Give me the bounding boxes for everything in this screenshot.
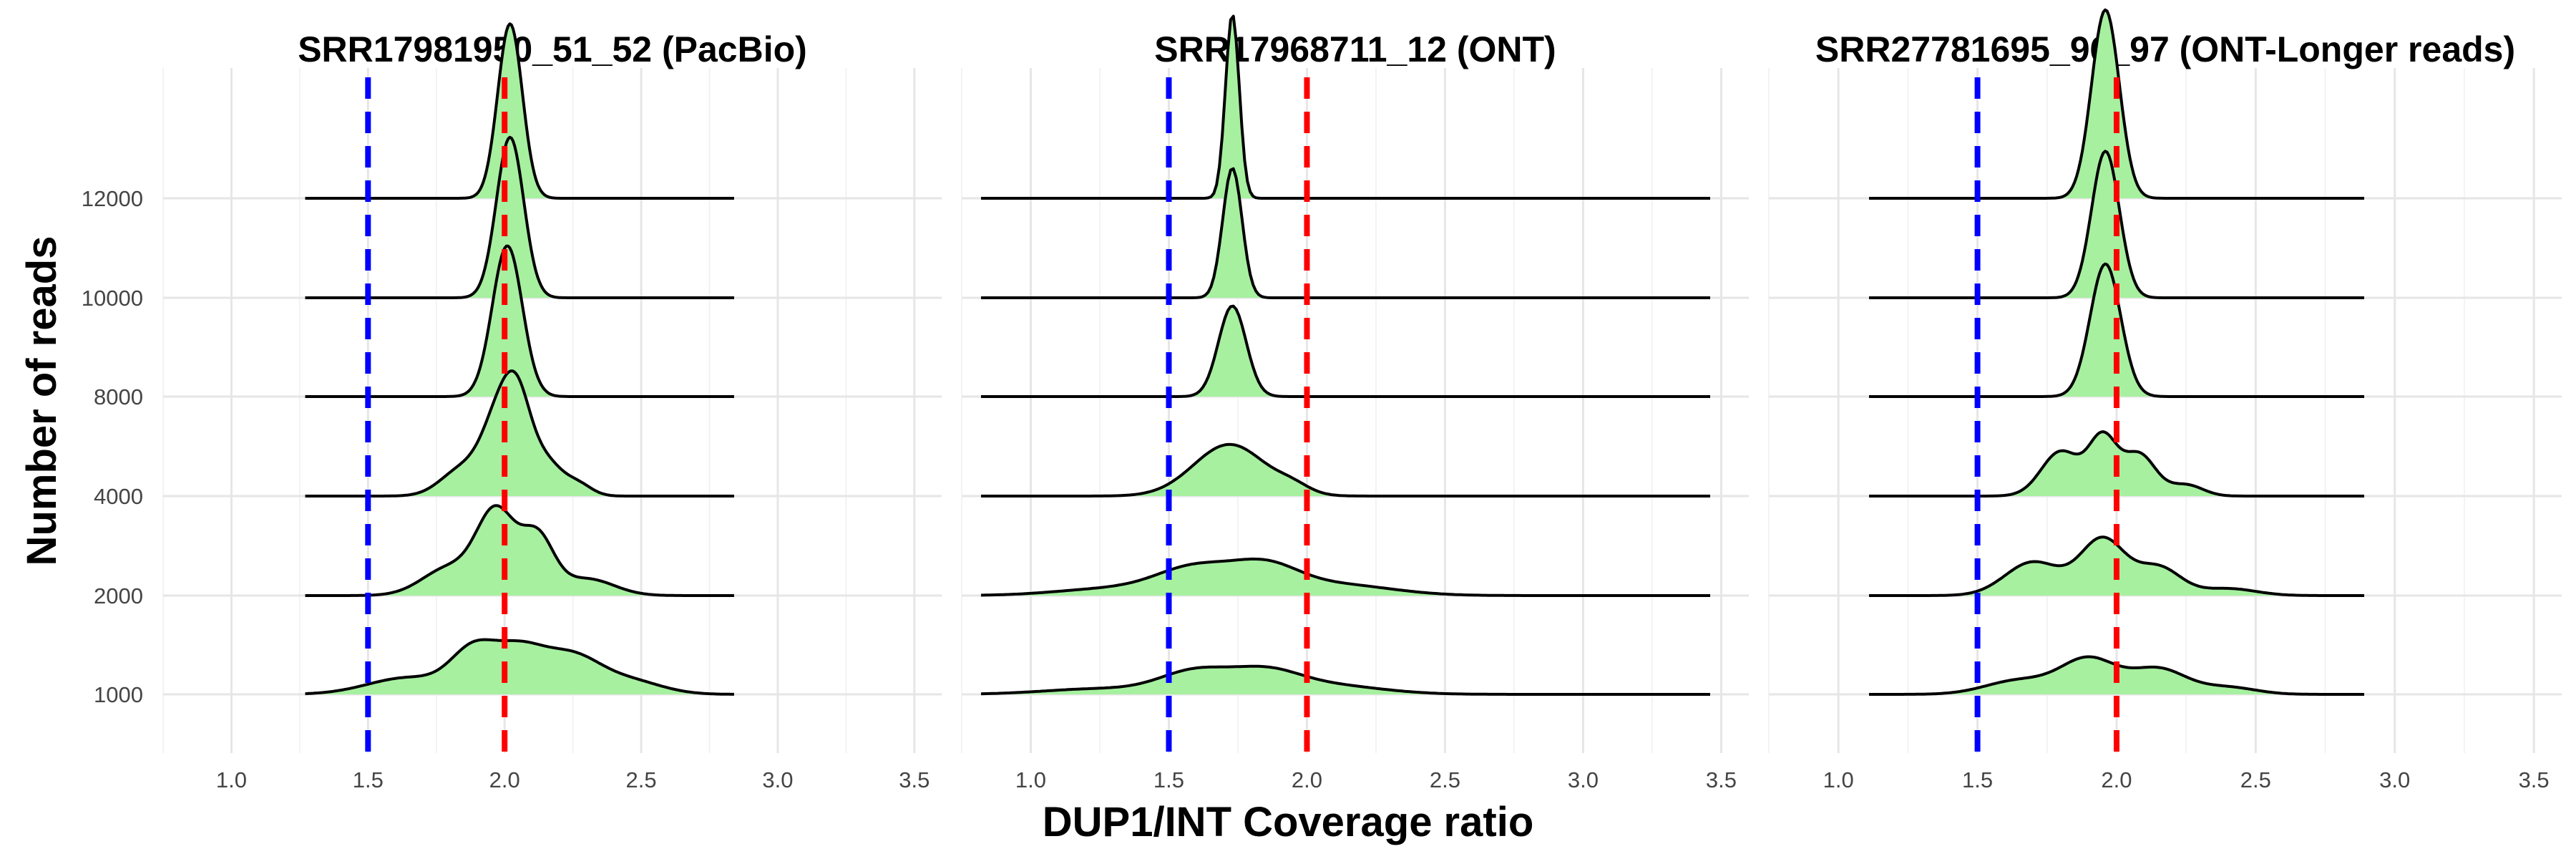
ridge-outline [305, 244, 734, 398]
ridge-area [981, 306, 1710, 397]
ridge-12000 [305, 22, 734, 200]
ridge-12000 [981, 14, 1710, 200]
ridge-outline [305, 369, 734, 498]
x-tick-label: 1.5 [353, 767, 384, 792]
ridge-outline [305, 22, 734, 200]
ridge-1000 [980, 664, 1710, 696]
x-tick-label: 2.0 [489, 767, 520, 792]
ridge-area [305, 246, 734, 397]
ridge-area [1869, 9, 2364, 199]
y-tick-label: 4000 [94, 484, 143, 509]
y-tick-label: 1000 [94, 682, 143, 707]
ridge-outline [1869, 8, 2364, 200]
ridge-area [981, 558, 1710, 596]
x-tick-label: 3.0 [2379, 767, 2410, 792]
x-tick-label: 1.0 [1823, 767, 1854, 792]
ridge-area [305, 505, 734, 596]
ridge-outline [981, 167, 1710, 299]
ridge-4000 [981, 442, 1710, 498]
ridge-outline [1869, 430, 2364, 498]
panel-title: SRR27781695_96_97 (ONT-Longer reads) [1815, 29, 2515, 69]
x-tick-label: 3.5 [1706, 767, 1737, 792]
y-tick-label: 12000 [82, 186, 143, 211]
ridge-area [981, 168, 1710, 298]
ridge-area [305, 24, 734, 198]
ridge-outline [981, 442, 1710, 498]
ridge-area [981, 444, 1710, 496]
ridge-outline [981, 14, 1710, 200]
ridge-2000 [305, 504, 734, 597]
panels-layer: 1000 2000 4000 8000 10000 12000 1.0 1.5 2.0 2.5 3.… [82, 8, 2550, 792]
ridge-outline [305, 504, 734, 597]
ridge-area [981, 666, 1710, 694]
x-tick-label: 1.5 [1153, 767, 1184, 792]
ridge-4000 [305, 369, 734, 498]
panel-3: 1.0 1.5 2.0 2.5 3.0 3.5 SRR27781695_96_97 (ONT… [1815, 8, 2550, 792]
x-tick-label: 3.5 [2519, 767, 2550, 792]
panel-2: 1.0 1.5 2.0 2.5 3.0 3.5 SRR17968711_12 (ONT) [980, 14, 1737, 792]
panel-1: 1.0 1.5 2.0 2.5 3.0 3.5 SRR17981950_51_52 (Pac… [216, 22, 930, 792]
panel-title: SRR17968711_12 (ONT) [1154, 29, 1556, 69]
ridge-12000 [1869, 8, 2364, 200]
x-tick-label: 2.5 [2240, 767, 2271, 792]
ridge-outline [305, 638, 734, 696]
ridge-1000 [305, 638, 734, 696]
ridge-outline [305, 135, 734, 299]
y-tick-label: 10000 [82, 286, 143, 311]
y-axis-title: Number of reads [19, 236, 65, 566]
x-tick-label: 1.0 [216, 767, 247, 792]
panel-title: SRR17981950_51_52 (PacBio) [298, 29, 807, 69]
y-tick-label: 2000 [94, 583, 143, 608]
x-tick-label: 1.5 [1962, 767, 1993, 792]
ridge-area [305, 371, 734, 496]
x-tick-label: 3.5 [899, 767, 930, 792]
ridge-8000 [305, 244, 734, 398]
x-tick-label: 2.5 [1430, 767, 1460, 792]
x-tick-label: 3.0 [762, 767, 793, 792]
ridge-outline [980, 664, 1710, 696]
ridge-outline [980, 557, 1710, 597]
ridge-area [305, 137, 734, 298]
ridge-8000 [981, 304, 1710, 398]
ridge-area [305, 639, 734, 694]
y-tick-label: 8000 [94, 384, 143, 409]
ridge-2000 [980, 557, 1710, 597]
x-tick-label: 2.5 [626, 767, 657, 792]
x-tick-label: 3.0 [1568, 767, 1599, 792]
x-axis-title: DUP1/INT Coverage ratio [1043, 799, 1534, 845]
ridge-outline [981, 304, 1710, 398]
x-tick-label: 1.0 [1015, 767, 1046, 792]
x-tick-label: 2.0 [1292, 767, 1322, 792]
ridge-10000 [981, 167, 1710, 299]
x-tick-label: 2.0 [2101, 767, 2132, 792]
ridge-10000 [305, 135, 734, 299]
